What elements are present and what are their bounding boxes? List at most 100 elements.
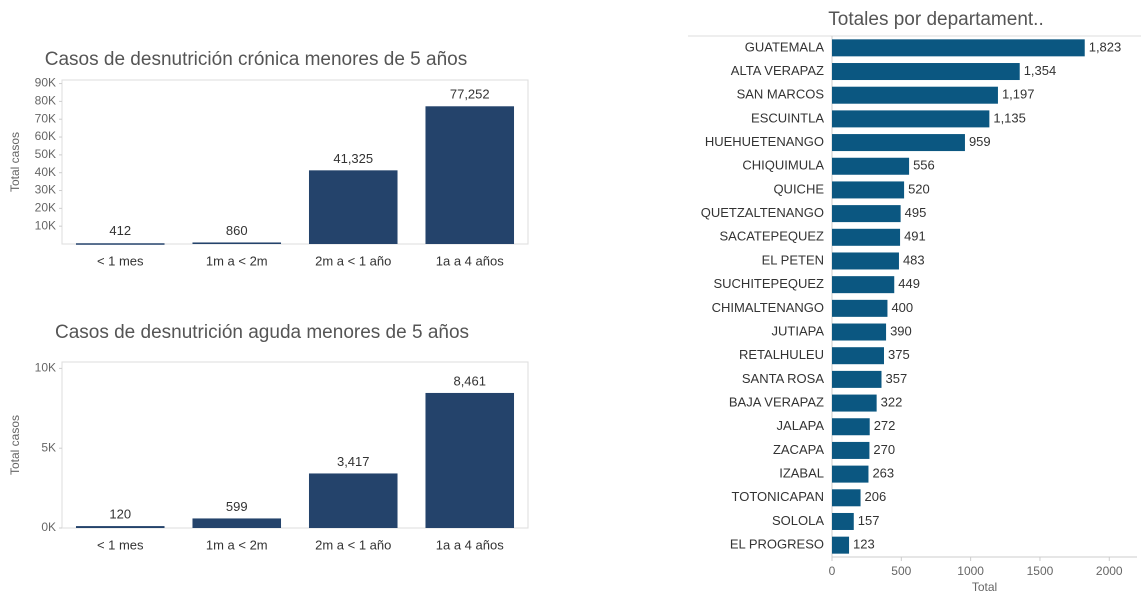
y-tick-label: 10K xyxy=(35,361,56,375)
category-label: SAN MARCOS xyxy=(737,87,825,102)
bar xyxy=(832,63,1020,81)
category-label: QUETZALTENANGO xyxy=(701,205,824,220)
bar xyxy=(832,157,910,175)
category-label: JALAPA xyxy=(777,418,825,433)
chart-title: Totales por departament.. xyxy=(828,9,1043,30)
category-label: RETALHULEU xyxy=(739,347,824,362)
bar xyxy=(832,39,1085,57)
bar xyxy=(832,512,854,530)
value-label: 206 xyxy=(865,489,887,504)
value-label: 120 xyxy=(109,507,131,522)
bar xyxy=(832,418,870,436)
y-tick-label: 0K xyxy=(41,520,56,534)
y-axis-label: Total casos xyxy=(8,415,22,475)
chart-title: Casos de desnutrición crónica menores de… xyxy=(45,49,467,70)
value-label: 400 xyxy=(891,300,913,315)
category-label: SUCHITEPEQUEZ xyxy=(713,276,824,291)
category-label: SANTA ROSA xyxy=(742,371,824,386)
y-tick-label: 10K xyxy=(35,218,56,232)
y-tick-label: 80K xyxy=(35,94,56,108)
value-label: 556 xyxy=(913,158,935,173)
value-label: 270 xyxy=(873,442,895,457)
value-label: 357 xyxy=(885,371,907,386)
value-label: 322 xyxy=(881,395,903,410)
bar xyxy=(832,536,850,554)
category-label: CHIQUIMULA xyxy=(742,158,824,173)
category-label: ESCUINTLA xyxy=(751,110,824,125)
bar xyxy=(832,110,990,128)
category-label: JUTIAPA xyxy=(772,323,825,338)
category-label: CHIMALTENANGO xyxy=(712,300,824,315)
bar xyxy=(425,392,515,528)
x-tick-label: 1m a < 2m xyxy=(206,253,268,268)
value-label: 483 xyxy=(903,252,925,267)
bar xyxy=(832,370,882,388)
x-tick-label: 1m a < 2m xyxy=(206,537,268,552)
x-tick-label: 1000 xyxy=(957,564,984,578)
plot-frame xyxy=(61,79,529,245)
x-axis-label: Total xyxy=(972,580,997,594)
value-label: 599 xyxy=(226,499,248,514)
y-tick-label: 50K xyxy=(35,147,56,161)
bar xyxy=(832,134,965,152)
value-label: 8,461 xyxy=(453,373,486,388)
x-tick-label: 500 xyxy=(891,564,911,578)
category-label: HUEHUETENANGO xyxy=(705,134,824,149)
category-label: IZABAL xyxy=(779,466,824,481)
value-label: 860 xyxy=(226,223,248,238)
bar xyxy=(308,170,398,244)
y-tick-label: 40K xyxy=(35,165,56,179)
value-label: 520 xyxy=(908,181,930,196)
value-label: 123 xyxy=(853,537,875,552)
category-label: SOLOLA xyxy=(772,513,824,528)
value-label: 375 xyxy=(888,347,910,362)
value-label: 1,354 xyxy=(1024,63,1057,78)
bar xyxy=(832,276,895,294)
bar xyxy=(832,205,901,223)
bar xyxy=(832,394,877,412)
category-label: BAJA VERAPAZ xyxy=(729,395,824,410)
y-tick-label: 5K xyxy=(41,440,56,454)
chart-title: Casos de desnutrición aguda menores de 5… xyxy=(55,322,469,343)
x-tick-label: 1a a 4 años xyxy=(436,537,504,552)
x-tick-label: 2m a < 1 año xyxy=(315,537,391,552)
y-tick-label: 70K xyxy=(35,111,56,125)
x-tick-label: 2000 xyxy=(1096,564,1123,578)
value-label: 959 xyxy=(969,134,991,149)
x-tick-label: < 1 mes xyxy=(97,253,144,268)
bar xyxy=(832,465,869,483)
y-tick-label: 20K xyxy=(35,201,56,215)
category-label: SACATEPEQUEZ xyxy=(719,229,824,244)
category-label: GUATEMALA xyxy=(745,39,825,54)
bar xyxy=(832,441,870,459)
bar xyxy=(425,106,515,244)
bar xyxy=(832,489,861,507)
value-label: 41,325 xyxy=(333,151,373,166)
category-label: EL PROGRESO xyxy=(730,537,824,552)
category-label: ALTA VERAPAZ xyxy=(731,63,824,78)
category-label: QUICHE xyxy=(773,181,824,196)
value-label: 449 xyxy=(898,276,920,291)
value-label: 390 xyxy=(890,323,912,338)
value-label: 1,823 xyxy=(1089,39,1122,54)
value-label: 412 xyxy=(109,223,131,238)
y-tick-label: 30K xyxy=(35,183,56,197)
x-tick-label: 1500 xyxy=(1027,564,1054,578)
bar xyxy=(832,86,998,104)
bar xyxy=(832,228,901,246)
category-label: TOTONICAPAN xyxy=(732,489,824,504)
bar xyxy=(832,347,884,365)
bar xyxy=(75,526,165,528)
value-label: 263 xyxy=(872,466,894,481)
value-label: 3,417 xyxy=(337,454,370,469)
value-label: 495 xyxy=(905,205,927,220)
x-tick-label: 1a a 4 años xyxy=(436,253,504,268)
bar xyxy=(308,473,398,528)
category-label: ZACAPA xyxy=(773,442,824,457)
bar xyxy=(832,252,899,270)
value-label: 157 xyxy=(858,513,880,528)
bar xyxy=(832,181,905,199)
bar xyxy=(75,243,165,245)
value-label: 1,197 xyxy=(1002,87,1035,102)
